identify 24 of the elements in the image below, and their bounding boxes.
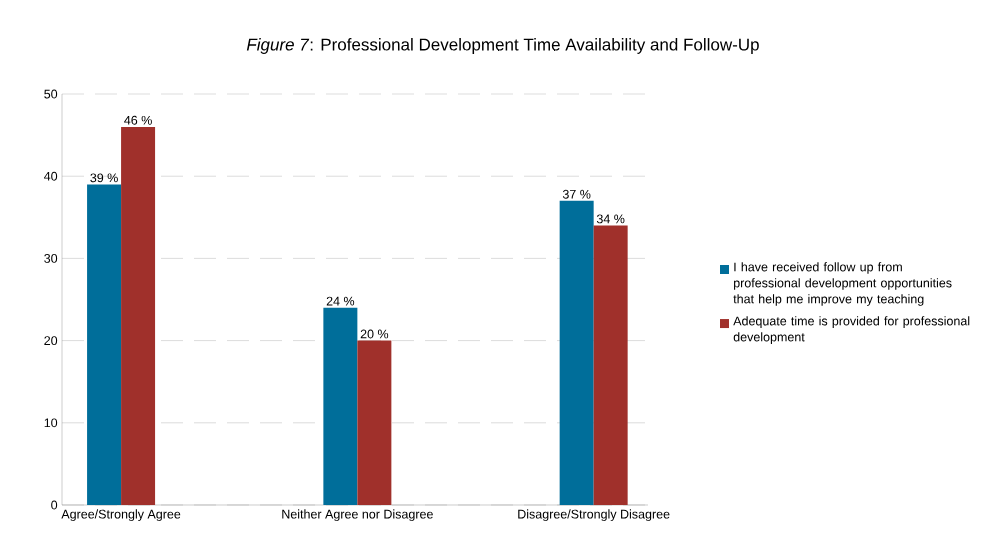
chart-title: Figure 7: Professional Development Time Availability and Follow-Up bbox=[246, 38, 759, 54]
y-tick-label: 30 bbox=[44, 253, 58, 263]
bar bbox=[87, 184, 122, 505]
bar bbox=[559, 200, 594, 505]
data-label: 20 % bbox=[360, 329, 389, 339]
data-label: 37 % bbox=[562, 189, 591, 199]
y-tick-label: 10 bbox=[44, 418, 58, 428]
legend-label: I have received follow up from professional development opportunities that help me improve my teaching bbox=[733, 262, 952, 306]
y-tick-label: 20 bbox=[44, 336, 58, 346]
bar bbox=[357, 340, 392, 505]
data-label: 24 % bbox=[326, 296, 355, 306]
data-label: 46 % bbox=[124, 115, 152, 125]
legend-label: Adequate time is provided for professional development bbox=[733, 316, 970, 344]
y-tick-label: 40 bbox=[44, 171, 58, 181]
bar bbox=[121, 126, 156, 505]
bar bbox=[323, 307, 358, 505]
x-tick-label: Neither Agree nor Disagree bbox=[282, 509, 433, 522]
x-tick-label: Agree/Strongly Agree bbox=[61, 509, 181, 522]
data-label: 39 % bbox=[90, 173, 118, 183]
data-label: 34 % bbox=[596, 214, 625, 224]
y-tick-label: 0 bbox=[51, 500, 58, 510]
x-tick-label: Disagree/Strongly Disagree bbox=[518, 509, 670, 522]
y-tick-label: 50 bbox=[44, 89, 58, 99]
bar bbox=[593, 225, 628, 505]
